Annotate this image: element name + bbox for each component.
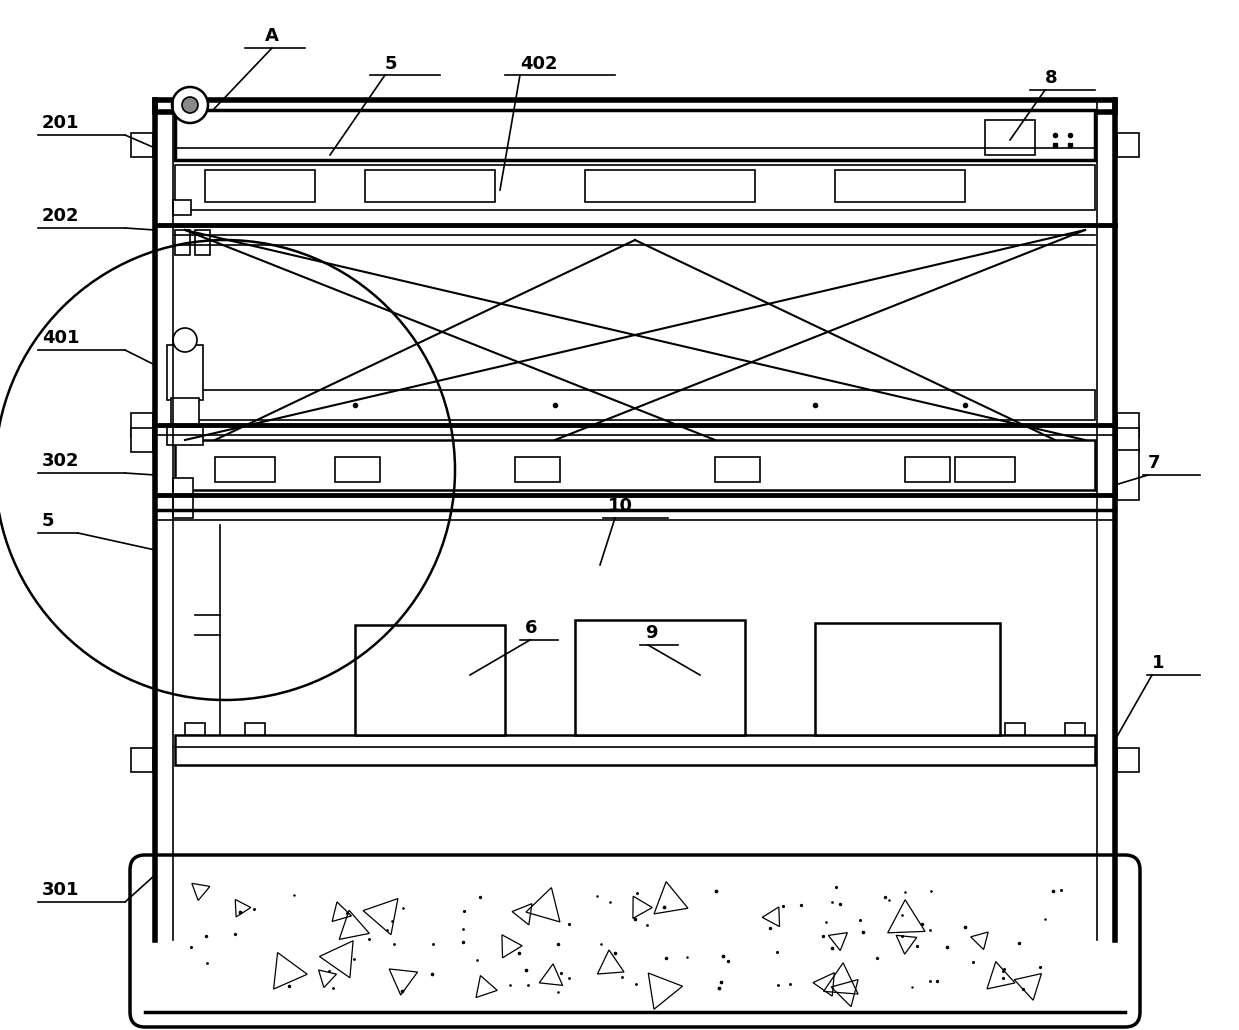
Bar — [175, 440, 1095, 490]
Bar — [216, 457, 275, 482]
Bar — [171, 398, 199, 430]
Bar — [715, 457, 760, 482]
Bar — [167, 345, 203, 400]
Text: 202: 202 — [42, 207, 79, 225]
Bar — [904, 457, 950, 482]
Bar — [1066, 723, 1085, 735]
Bar — [195, 230, 209, 255]
Bar — [185, 723, 204, 735]
Bar — [985, 121, 1035, 154]
Bar — [955, 457, 1015, 482]
Text: 301: 301 — [42, 881, 79, 899]
Bar — [173, 478, 193, 518]
Circle shape — [182, 97, 198, 113]
Text: 1: 1 — [1152, 654, 1165, 672]
Bar — [1005, 723, 1025, 735]
Circle shape — [172, 87, 208, 123]
Bar — [131, 748, 152, 772]
Bar — [131, 133, 152, 157]
Bar — [175, 230, 190, 255]
Bar — [175, 110, 1095, 160]
Bar — [366, 170, 496, 202]
Bar — [356, 625, 506, 735]
Bar — [131, 413, 152, 437]
Bar — [155, 100, 1115, 112]
Bar — [245, 723, 265, 735]
Bar — [173, 200, 191, 215]
Text: 6: 6 — [525, 619, 538, 637]
Bar — [1118, 413, 1139, 437]
Bar — [1118, 133, 1139, 157]
Bar — [575, 620, 745, 735]
Bar — [335, 457, 380, 482]
Bar — [815, 623, 1000, 735]
Text: 10: 10 — [608, 497, 633, 515]
Text: 9: 9 — [646, 624, 658, 642]
FancyBboxPatch shape — [130, 855, 1140, 1027]
Bar — [1118, 748, 1139, 772]
Bar — [175, 390, 1095, 420]
Text: 401: 401 — [42, 329, 79, 347]
Bar — [204, 170, 315, 202]
Text: 7: 7 — [1149, 454, 1161, 472]
Bar — [1118, 450, 1139, 500]
Bar — [167, 427, 203, 445]
Bar — [175, 165, 1095, 210]
Bar — [515, 457, 560, 482]
Bar — [835, 170, 965, 202]
Text: 5: 5 — [385, 55, 398, 73]
Bar — [1118, 428, 1139, 452]
Text: 8: 8 — [1044, 69, 1058, 87]
Circle shape — [173, 328, 197, 352]
Bar — [585, 170, 755, 202]
Text: 402: 402 — [520, 55, 558, 73]
Text: 302: 302 — [42, 452, 79, 470]
Bar — [131, 428, 152, 452]
Text: 201: 201 — [42, 114, 79, 132]
Bar — [175, 735, 1095, 765]
Text: A: A — [265, 27, 279, 45]
Text: 5: 5 — [42, 512, 55, 530]
